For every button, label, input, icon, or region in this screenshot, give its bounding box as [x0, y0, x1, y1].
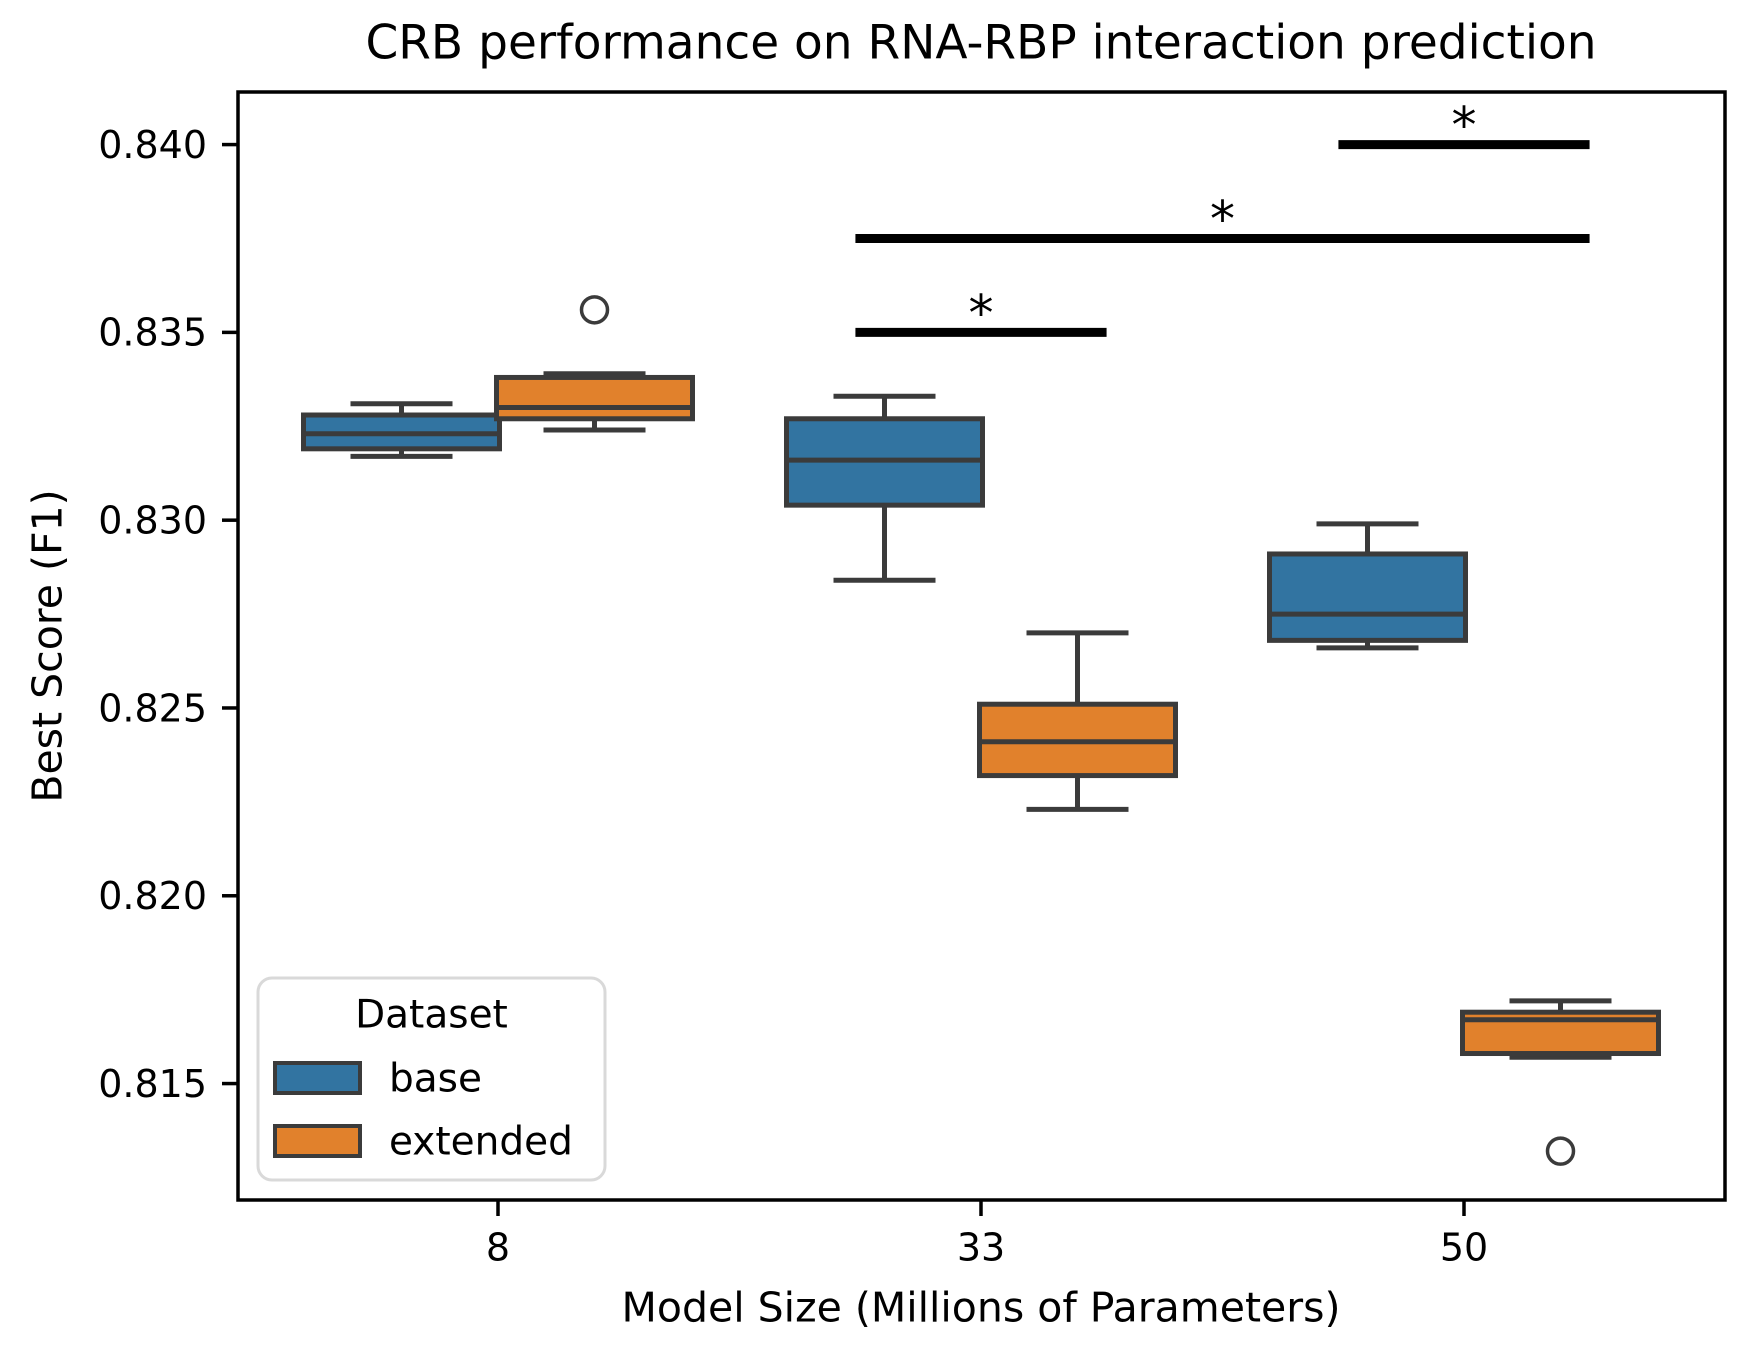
box-base-50: [1267, 521, 1468, 651]
x-axis-label: Model Size (Millions of Parameters): [622, 1283, 1341, 1331]
outlier-marker: [1545, 1136, 1576, 1166]
axes-spines: [236, 90, 1727, 1202]
significance-asterisk: *: [969, 284, 994, 342]
x-tick-label: 50: [1440, 1225, 1488, 1269]
y-tick-label: 0.815: [98, 1062, 207, 1106]
box-base-8: [301, 401, 502, 459]
y-axis-label: Best Score (F1): [23, 489, 71, 802]
legend: Dataset base extended: [256, 976, 607, 1182]
legend-label-base: base: [389, 1057, 482, 1102]
legend-label-extended: extended: [389, 1120, 573, 1165]
legend-title: Dataset: [355, 993, 508, 1038]
chart-title: CRB performance on RNA-RBP interaction p…: [365, 15, 1596, 70]
significance-asterisk: *: [1210, 190, 1235, 248]
y-tick-label: 0.825: [98, 686, 207, 730]
x-tick-label: 33: [957, 1225, 1005, 1269]
x-tick-label: 8: [486, 1225, 510, 1269]
box-base-33: [784, 393, 985, 583]
box-rect: [494, 374, 695, 422]
y-tick-label: 0.835: [98, 311, 207, 355]
y-tick-label: 0.840: [98, 123, 207, 167]
y-tick-label: 0.820: [98, 874, 207, 918]
y-tick-label: 0.830: [98, 498, 207, 542]
box-extended-50: [1460, 998, 1661, 1166]
significance-asterisk: *: [1452, 97, 1477, 155]
box-extended-33: [977, 630, 1178, 812]
box-extended-8: [494, 295, 695, 433]
legend-swatch-base: [273, 1061, 362, 1095]
outlier-marker: [579, 295, 610, 325]
box-rect: [1267, 551, 1468, 643]
legend-swatch-extended: [273, 1124, 362, 1158]
